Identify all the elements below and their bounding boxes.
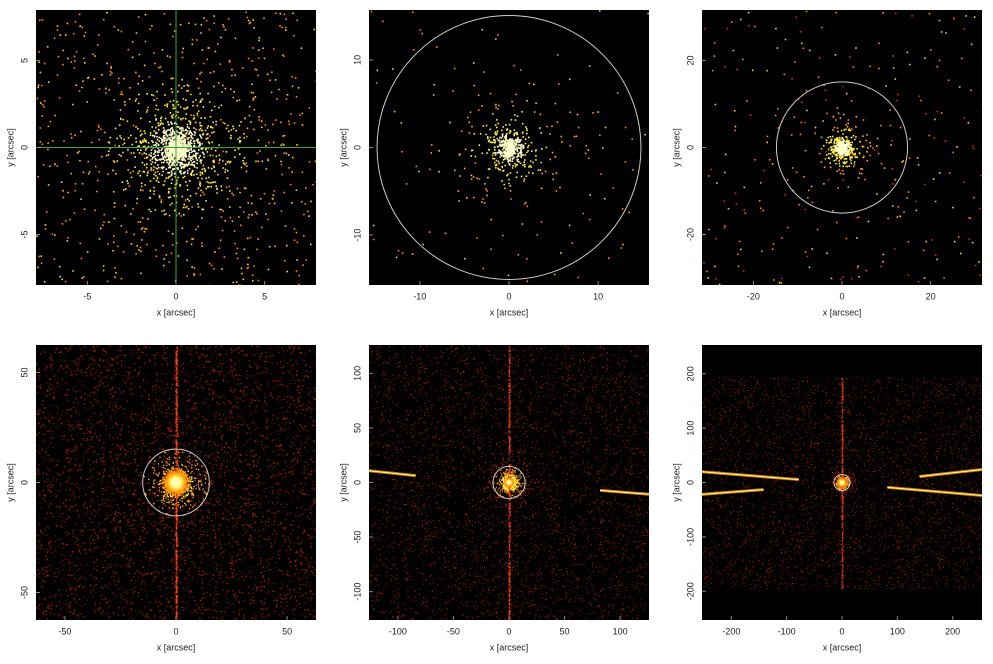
photon-pixels [823, 128, 864, 168]
y-axis-label: y [arcsec] [5, 128, 15, 167]
y-tick-label: -100 [352, 583, 362, 601]
y-tick-label: 10 [352, 55, 362, 65]
y-tick-label: 0 [19, 145, 29, 150]
x-axis-label: x [arcsec] [490, 307, 529, 317]
x-tick-label: 0 [506, 291, 511, 301]
x-axis-label: x [arcsec] [157, 642, 196, 652]
extraction-circle [376, 15, 642, 280]
y-tick-label: -20 [685, 228, 695, 241]
x-tick-label: -200 [722, 626, 740, 636]
x-tick-label: -5 [83, 291, 91, 301]
x-tick-label: 100 [890, 626, 905, 636]
y-tick-label: 100 [352, 366, 362, 381]
readout-streak [702, 489, 764, 495]
x-tick-label: 0 [839, 626, 844, 636]
y-axis-label: y [arcsec] [338, 463, 348, 502]
x-tick-label: 50 [282, 626, 292, 636]
y-tick-label: -10 [352, 229, 362, 242]
readout-streak [369, 470, 416, 477]
x-axis-label: x [arcsec] [823, 307, 862, 317]
y-axis-label: y [arcsec] [671, 128, 681, 167]
panel: -5 0 5 -5 0 5 x [arcsec] y [arcsec] [5, 10, 316, 317]
photon-pixels [36, 345, 316, 620]
core-glow [836, 476, 848, 489]
x-axis-label: x [arcsec] [823, 642, 862, 652]
extraction-circle [833, 473, 851, 492]
photon-pixels [493, 132, 525, 165]
x-axis-label: x [arcsec] [490, 642, 529, 652]
y-tick-label: 0 [685, 145, 695, 150]
x-tick-label: 0 [173, 626, 178, 636]
y-tick-label: 0 [685, 480, 695, 485]
x-tick-label: 5 [262, 291, 267, 301]
photon-pixels [492, 466, 527, 500]
photon-pixels [834, 140, 851, 157]
image [703, 10, 982, 285]
image [369, 345, 649, 620]
x-tick-label: -20 [747, 291, 760, 301]
core-glow [160, 466, 192, 499]
x-tick-label: 0 [839, 291, 844, 301]
x-tick-label: -50 [447, 626, 460, 636]
readout-streak [887, 486, 982, 497]
y-tick-label: -50 [352, 531, 362, 544]
x-tick-label: 0 [173, 291, 178, 301]
y-tick-label: -50 [19, 586, 29, 599]
y-tick-label: 0 [19, 480, 29, 485]
y-axis-label: y [arcsec] [671, 463, 681, 502]
y-tick-label: 0 [352, 145, 362, 150]
y-tick-label: 100 [685, 421, 695, 436]
panel: -50 0 50 -50 0 50 x [arcsec] y [arcsec] [5, 345, 316, 652]
y-axis-label: y [arcsec] [338, 128, 348, 167]
y-axis-label: y [arcsec] [5, 463, 15, 502]
x-axis-label: x [arcsec] [157, 307, 196, 317]
y-tick-label: 0 [352, 480, 362, 485]
image [36, 345, 316, 620]
x-tick-label: 50 [560, 626, 570, 636]
x-tick-label: -100 [778, 626, 796, 636]
image [370, 10, 649, 283]
x-tick-label: 10 [593, 291, 603, 301]
panel: -100 -50 0 50 100 -100 -50 0 50 100 x [arcsec] y [a… [338, 345, 649, 652]
x-tick-label: 0 [506, 626, 511, 636]
x-tick-label: -10 [413, 291, 426, 301]
y-tick-label: 50 [352, 423, 362, 433]
panel: -200 -100 0 100 200 -200 -100 0 100 200 x [arcsec]… [671, 345, 982, 652]
y-tick-label: -200 [685, 582, 695, 600]
readout-streak [919, 468, 982, 478]
photon-pixels [470, 111, 548, 187]
x-tick-label: 200 [945, 626, 960, 636]
extraction-circle [492, 465, 526, 500]
x-tick-label: -50 [58, 626, 71, 636]
x-tick-label: 20 [926, 291, 936, 301]
photon-pixels [508, 346, 511, 620]
y-tick-label: 50 [19, 367, 29, 377]
x-tick-label: -100 [389, 626, 407, 636]
readout-streak [600, 489, 649, 495]
extraction-circle [142, 448, 210, 517]
y-tick-label: 5 [19, 58, 29, 63]
y-tick-label: -100 [685, 528, 695, 546]
image [702, 376, 982, 590]
core-glow [503, 476, 515, 489]
y-tick-label: 20 [685, 55, 695, 65]
readout-streak [702, 471, 799, 481]
image [36, 10, 316, 285]
photon-pixels [36, 345, 316, 620]
panel: -20 0 20 -20 0 20 x [arcsec] y [arcsec] [671, 10, 982, 317]
x-tick-label: 100 [613, 626, 628, 636]
y-tick-label: -5 [19, 231, 29, 239]
extraction-circle [775, 81, 909, 214]
panel: -10 0 10 -10 0 10 x [arcsec] y [arcsec] [338, 10, 649, 317]
y-tick-label: 200 [685, 366, 695, 381]
